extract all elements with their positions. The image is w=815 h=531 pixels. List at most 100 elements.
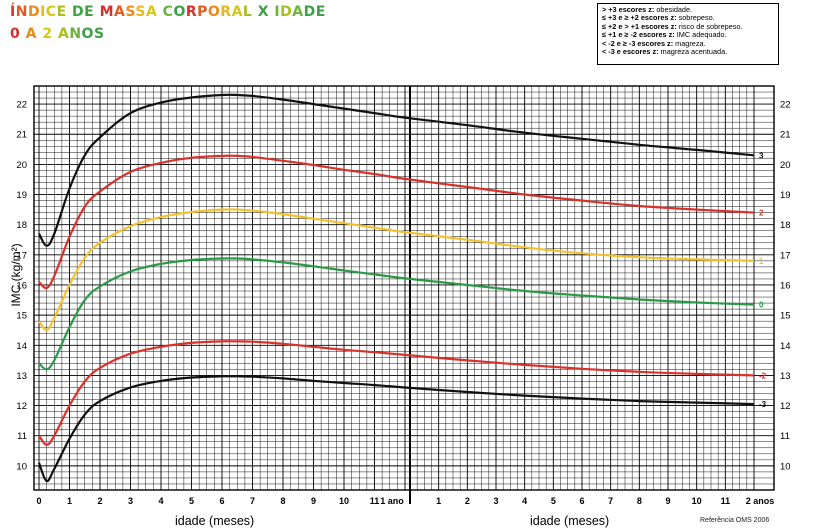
legend-item-range: < -3 e escores z: [602,47,659,57]
series-line-z2 [38,154,755,290]
title-letter: D [280,4,293,20]
legend-item-label: magreza. [673,38,706,48]
title-letter: A [114,4,126,20]
title-letter: X [257,4,270,20]
x-tick-label: 8 [280,496,285,506]
series-line-z1 [38,208,755,332]
title-letter: L [242,4,253,20]
series-label: 1 [759,257,764,266]
title-letter: C [45,4,57,20]
x-tick-label: 2 [97,496,102,506]
legend-item: ≤ +2 e > +1 escores z: risco de sobrepes… [602,22,774,31]
y-tick-label-left: 20 [16,160,27,171]
y-tick-label-right: 11 [780,431,790,442]
x-tick-label: 10 [339,496,349,506]
chart-title-line1: ÍNDICE DE MASSA CORPORAL X IDADE [10,4,326,20]
legend-item-range: ≤ +1 e ≥ -2 escores z: [602,30,675,40]
x-axis-label-right: idade (meses) [530,514,610,528]
title-letter: S [93,26,105,42]
series-label: -3 [759,400,767,409]
y-tick-label-right: 21 [780,130,791,141]
y-tick-label-left: 17 [16,250,27,261]
y-tick-label-left: 10 [16,461,27,472]
y-tick-label-left: 16 [16,280,27,291]
y-tick-label-right: 22 [780,100,791,111]
x-tick-label: 1 [67,496,72,506]
y-tick-label-left: 21 [16,130,27,141]
x-tick-label: 4 [158,496,163,506]
title-letter: D [303,4,316,20]
title-letter: 2 [42,26,53,42]
x-tick-label: 0 [36,496,41,506]
title-letter: R [185,4,198,20]
y-tick-label-left: 22 [16,100,27,111]
title-letter: D [27,4,41,20]
series-line-z3 [38,93,755,247]
x-tick-label: 10 [692,496,702,506]
y-tick-label-left: 18 [16,220,27,231]
title-letter: P [197,4,208,20]
x-tick-label: 6 [579,496,584,506]
title-letter: N [15,4,28,20]
x-tick-label: 2 [465,496,470,506]
x-tick-label: 4 [522,496,527,506]
title-letter: E [315,4,326,20]
title-letter: A [231,4,243,20]
chart-title-line2: 0 A 2 ANOS [10,26,105,42]
legend-item: < -3 e escores z: magreza acentuada. [602,47,774,57]
title-letter: N [69,26,82,42]
x-tick-label: 11 [721,496,731,506]
title-letter: Í [10,4,16,20]
title-letter: I [274,4,281,20]
y-tick-label-right: 12 [780,401,791,412]
y-tick-label-right: 13 [780,371,791,382]
legend-item-label: IMC adequado. [674,30,727,40]
y-tick-label-right: 20 [780,160,791,171]
x-tick-label: 11 [370,496,380,506]
title-letter: O [81,26,94,42]
y-tick-label-left: 14 [16,341,27,352]
y-tick-label-right: 14 [780,341,791,352]
title-letter: D [72,4,85,20]
legend-item-label: magreza acentuada. [658,47,728,57]
x-tick-label: 6 [219,496,224,506]
y-tick-label-right: 19 [780,190,791,201]
title-letter: I [40,4,46,20]
legend-item-range: < -2 e ≥ -3 escores z: [602,38,674,48]
x-tick-label: 9 [311,496,316,506]
legend-item: ≤ +3 e ≥ +2 escores z: sobrepeso. [602,14,774,22]
y-axis-label: IMC (kg/m²) [9,243,23,307]
title-letter: A [292,4,304,20]
legend-item: > +3 escores z: obesidade. [602,5,774,14]
title-letter: E [56,4,67,20]
y-tick-label-right: 10 [780,461,791,472]
legend-box: > +3 escores z: obesidade. ≤ +3 e ≥ +2 es… [597,3,779,65]
y-tick-label-right: 18 [780,220,791,231]
plot-frame [33,85,775,491]
legend-item: < -2 e ≥ -3 escores z: magreza. [602,38,774,48]
title-letter: E [84,4,95,20]
y-tick-label-left: 15 [16,311,27,322]
title-letter: C [162,4,174,20]
title-letter: 0 [10,26,21,42]
reference-note: Referência OMS 2006 [700,517,770,524]
x-tick-label: 9 [665,496,670,506]
x-tick-label: 7 [608,496,613,506]
series-label: 3 [759,151,764,160]
y-tick-label-left: 13 [16,371,27,382]
legend-item-range: > +3 escores z: [602,5,655,14]
x-tick-label: 2 anos [746,496,775,506]
series-line-z-3 [37,375,755,483]
title-letter: R [220,4,232,20]
title-letter: O [207,4,221,20]
y-tick-label-left: 11 [17,431,27,442]
x-tick-label: 5 [551,496,556,506]
title-letter: S [135,4,146,20]
title-letter: A [57,26,70,42]
x-tick-label: 1 ano [380,496,404,506]
legend-item: ≤ +1 e ≥ -2 escores z: IMC adequado. [602,31,774,39]
x-tick-label: 3 [128,496,133,506]
y-tick-label-right: 15 [780,311,791,322]
title-letter: O [173,4,186,20]
